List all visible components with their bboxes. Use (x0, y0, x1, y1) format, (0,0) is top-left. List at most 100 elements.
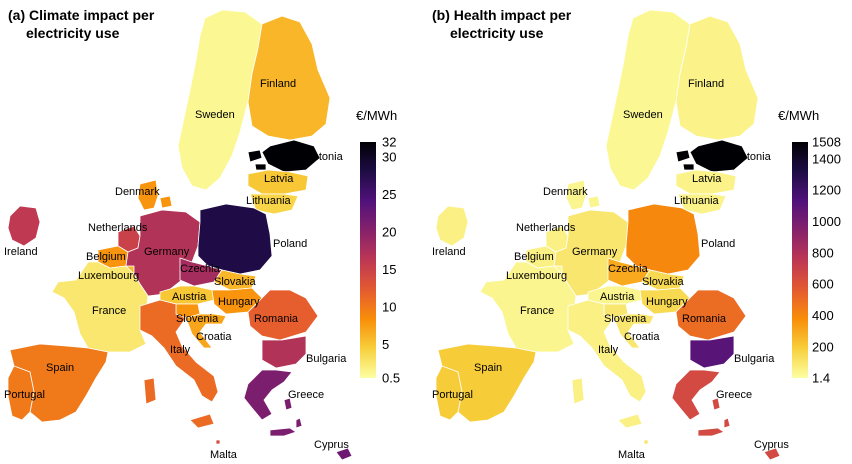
label-slovakia: Slovakia (642, 276, 684, 288)
climate-colorbar-gradient (360, 142, 376, 378)
label-croatia: Croatia (624, 331, 660, 343)
label-luxembourg: Luxembourg (78, 270, 139, 282)
label-lithuania: Lithuania (674, 195, 720, 207)
country-ireland (7, 205, 41, 247)
label-romania: Romania (682, 313, 727, 325)
health-colorbar-gradient (792, 142, 808, 378)
country-poland (625, 203, 701, 275)
label-cyprus: Cyprus (314, 439, 349, 451)
label-greece: Greece (288, 389, 324, 401)
country-france (479, 261, 577, 353)
health-tick-label: 200 (812, 339, 834, 354)
label-sweden: Sweden (195, 109, 235, 121)
label-slovenia: Slovenia (176, 313, 219, 325)
label-malta: Malta (618, 449, 646, 461)
country-croatia (185, 313, 227, 349)
health-tick-label: 1200 (812, 183, 841, 198)
climate-title-line1: (a) Climate impact per (8, 7, 155, 23)
label-austria: Austria (172, 291, 207, 303)
climate-title-line2: electricity use (26, 25, 120, 41)
country-portugal (435, 365, 463, 421)
climate-tick-label: 30 (382, 149, 396, 164)
label-slovenia: Slovenia (604, 313, 647, 325)
country-italy (567, 299, 647, 403)
climate-tick-label: 15 (382, 262, 396, 277)
label-belgium: Belgium (86, 251, 126, 263)
label-france: France (92, 305, 126, 317)
climate-tick-label: 10 (382, 299, 396, 314)
health-tick-label: 1508 (812, 135, 841, 150)
label-lithuania: Lithuania (246, 195, 292, 207)
label-latvia: Latvia (692, 173, 722, 185)
climate-tick-label: 0.5 (382, 371, 400, 386)
label-germany: Germany (144, 246, 190, 258)
label-ireland: Ireland (432, 246, 466, 258)
label-finland: Finland (688, 78, 724, 90)
label-luxembourg: Luxembourg (506, 270, 567, 282)
country-france (51, 261, 149, 353)
label-poland: Poland (273, 238, 307, 250)
country-croatia (613, 313, 655, 349)
label-croatia: Croatia (196, 331, 232, 343)
health-tick-label: 600 (812, 277, 834, 292)
label-cyprus: Cyprus (754, 439, 789, 451)
climate-choropleth (7, 9, 353, 461)
label-austria: Austria (600, 291, 635, 303)
country-finland (675, 15, 759, 141)
country-italy-islands (571, 377, 643, 429)
health-tick-label: 800 (812, 245, 834, 260)
label-bulgaria: Bulgaria (734, 353, 775, 365)
country-latvia (675, 169, 737, 195)
country-greece (243, 369, 293, 421)
label-denmark: Denmark (115, 186, 160, 198)
label-romania: Romania (254, 313, 299, 325)
health-country-labels: Finland Sweden Estonia Latvia Lithuania … (432, 78, 789, 461)
label-spain: Spain (46, 362, 74, 374)
country-italy-islands (143, 377, 215, 429)
label-czechia: Czechia (608, 263, 649, 275)
label-slovakia: Slovakia (214, 276, 256, 288)
label-hungary: Hungary (646, 296, 688, 308)
label-bulgaria: Bulgaria (306, 353, 347, 365)
label-sweden: Sweden (623, 109, 663, 121)
label-portugal: Portugal (432, 389, 473, 401)
health-title-line1: (b) Health impact per (432, 7, 572, 23)
climate-tick-label: 5 (382, 337, 389, 352)
label-denmark: Denmark (543, 186, 588, 198)
country-cyprus (335, 447, 353, 461)
country-romania (247, 289, 319, 341)
label-estonia: Estonia (734, 151, 772, 163)
country-greece-islands (697, 397, 731, 437)
health-tick-label: 400 (812, 308, 834, 323)
country-estonia (261, 139, 321, 173)
country-portugal (7, 365, 35, 421)
climate-country-labels: Finland Sweden Estonia Latvia Lithuania … (4, 78, 349, 461)
label-portugal: Portugal (4, 389, 45, 401)
climate-unit-label: €/MWh (356, 108, 397, 123)
country-greece-islands (269, 397, 303, 437)
climate-tick-label: 25 (382, 187, 396, 202)
label-estonia: Estonia (306, 151, 344, 163)
country-denmark (137, 179, 173, 211)
label-netherlands: Netherlands (88, 222, 148, 234)
health-tick-label: 1000 (812, 214, 841, 229)
label-belgium: Belgium (514, 251, 554, 263)
country-malta (215, 439, 221, 445)
country-bulgaria (689, 335, 735, 369)
country-malta (643, 439, 649, 445)
country-greece (671, 369, 721, 421)
country-poland (197, 203, 273, 275)
country-bulgaria (261, 335, 307, 369)
climate-tick-label: 20 (382, 224, 396, 239)
label-italy: Italy (170, 344, 191, 356)
country-cyprus (763, 447, 781, 461)
country-denmark (565, 179, 601, 211)
label-hungary: Hungary (218, 296, 260, 308)
health-tick-label: 1.4 (812, 371, 830, 386)
label-netherlands: Netherlands (516, 222, 576, 234)
